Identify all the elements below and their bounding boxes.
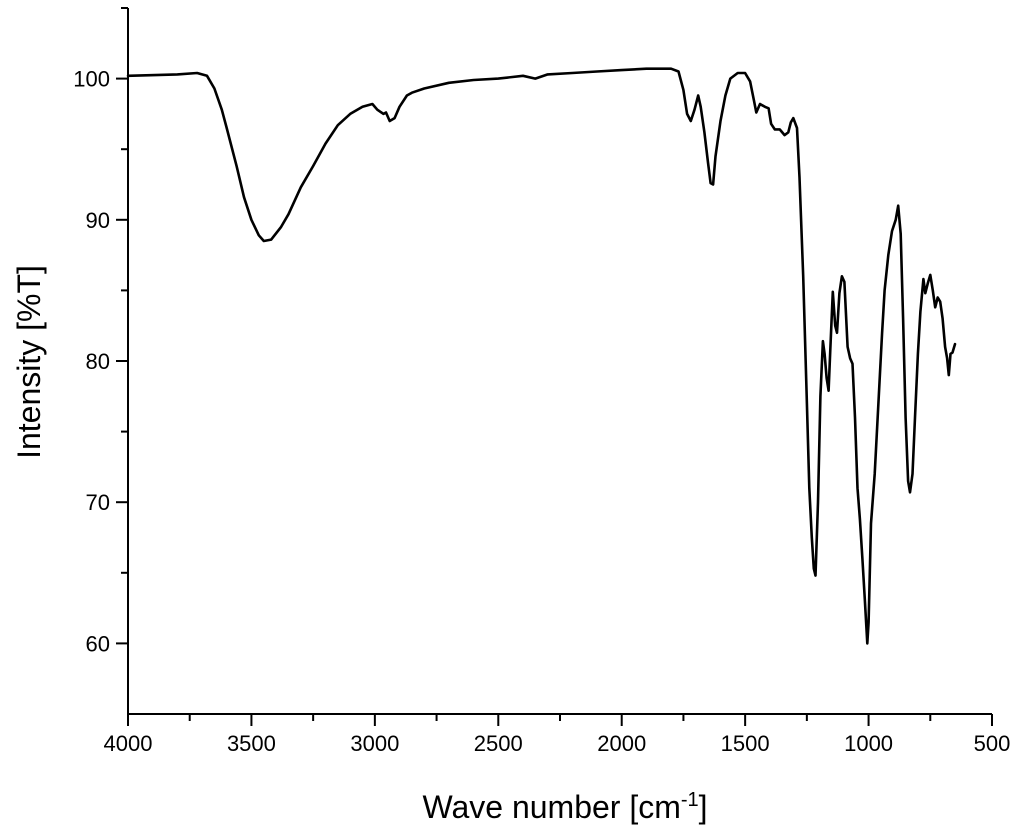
y-tick-label: 80 (86, 349, 110, 374)
x-tick-label: 1500 (721, 731, 770, 756)
x-tick-label: 1000 (844, 731, 893, 756)
spectrum-line (126, 67, 957, 645)
y-tick-label: 90 (86, 208, 110, 233)
x-tick-label: 500 (974, 731, 1011, 756)
x-tick-label: 2500 (474, 731, 523, 756)
y-tick-label: 70 (86, 490, 110, 515)
x-axis: 4000 3500 3000 2500 2000 1500 1000 500 (104, 713, 1011, 756)
y-tick-label: 60 (86, 631, 110, 656)
x-axis-title: Wave number [cm-1] (422, 789, 707, 825)
y-axis: 60 70 80 90 100 (73, 7, 129, 714)
plot-area (126, 67, 957, 645)
x-tick-label: 4000 (104, 731, 153, 756)
x-tick-label: 2000 (597, 731, 646, 756)
y-axis-title: Intensity [%T] (11, 265, 47, 459)
x-tick-label: 3500 (227, 731, 276, 756)
x-tick-label: 3000 (350, 731, 399, 756)
y-tick-label: 100 (73, 67, 110, 92)
